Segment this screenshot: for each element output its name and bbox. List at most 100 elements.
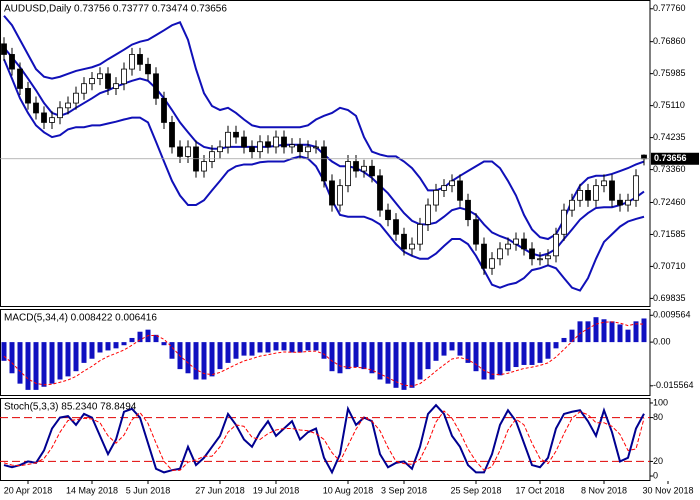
panel-title: Stoch(5,3,3) 85.2340 78.8494 bbox=[4, 402, 137, 413]
candle-body bbox=[385, 209, 391, 221]
candle-body bbox=[337, 185, 343, 206]
macd-bar bbox=[321, 342, 327, 359]
x-tick-label: 30 Nov 2018 bbox=[642, 485, 693, 495]
y-tick-label: 0.75985 bbox=[653, 68, 686, 78]
y-tick-label: 0.69835 bbox=[653, 293, 686, 303]
candle-body bbox=[377, 175, 383, 211]
macd-bar bbox=[401, 342, 407, 390]
macd-bar bbox=[313, 342, 319, 351]
macd-bar bbox=[249, 342, 255, 356]
y-tick-label: 0.71585 bbox=[653, 229, 686, 239]
candle-body bbox=[409, 243, 415, 250]
macd-bar bbox=[201, 342, 207, 380]
candle-body bbox=[601, 180, 607, 187]
candle-body bbox=[457, 180, 463, 201]
candle-body bbox=[497, 248, 503, 260]
macd-bar bbox=[153, 334, 159, 343]
macd-bar bbox=[393, 342, 399, 388]
candle-body bbox=[249, 146, 255, 153]
macd-bar bbox=[9, 342, 15, 374]
candle-body bbox=[545, 255, 551, 260]
candle-body bbox=[209, 151, 215, 162]
candle-body bbox=[257, 141, 263, 153]
macd-bar bbox=[161, 342, 167, 346]
macd-bar bbox=[185, 342, 191, 374]
candle-body bbox=[361, 165, 367, 172]
price-label: 0.73656 bbox=[654, 153, 687, 163]
y-tick-label: 20 bbox=[653, 456, 663, 466]
macd-bar bbox=[473, 342, 479, 372]
candle-body bbox=[73, 92, 79, 104]
candle-body bbox=[145, 63, 151, 75]
price-box bbox=[651, 152, 699, 165]
candle-body bbox=[233, 131, 239, 138]
macd-bar bbox=[537, 342, 543, 363]
macd-bar bbox=[97, 342, 103, 353]
candle-body bbox=[1, 43, 7, 55]
macd-bar bbox=[265, 342, 271, 353]
macd-bar bbox=[585, 321, 591, 343]
candle-body bbox=[505, 243, 511, 250]
panel-title: MACD(5,34,4) 0.008422 0.006416 bbox=[4, 313, 157, 324]
candle-body bbox=[345, 161, 351, 187]
y-tick-label: 0.73360 bbox=[653, 164, 686, 174]
candle-body bbox=[241, 136, 247, 148]
macd-bar bbox=[353, 342, 359, 368]
macd-bar bbox=[641, 318, 647, 343]
macd-bar bbox=[121, 342, 127, 346]
macd-bar bbox=[497, 342, 503, 376]
macd-bar bbox=[601, 319, 607, 343]
candle-body bbox=[521, 238, 527, 250]
candle-body bbox=[225, 131, 231, 148]
candle-body bbox=[481, 243, 487, 269]
macd-bar bbox=[329, 342, 335, 372]
candle-body bbox=[89, 78, 95, 85]
stoch-signal bbox=[3, 410, 645, 471]
x-tick-label: 14 May 2018 bbox=[66, 485, 118, 495]
y-tick-label: 0.77760 bbox=[653, 3, 686, 13]
macd-bar bbox=[425, 342, 431, 370]
macd-bar bbox=[529, 342, 535, 365]
candle-body bbox=[81, 83, 87, 94]
candle-body bbox=[641, 154, 647, 160]
macd-bar bbox=[345, 342, 351, 370]
x-tick-label: 3 Sep 2018 bbox=[381, 485, 427, 495]
macd-bar bbox=[465, 342, 471, 363]
candle-body bbox=[321, 146, 327, 182]
macd-bar bbox=[449, 342, 455, 351]
candle-body bbox=[161, 97, 167, 123]
panel-frame bbox=[0, 0, 651, 307]
candle-body bbox=[289, 144, 295, 148]
y-tick-label: 0.74235 bbox=[653, 132, 686, 142]
candle-body bbox=[513, 238, 519, 245]
candle-body bbox=[633, 175, 639, 201]
candle-body bbox=[297, 144, 303, 153]
macd-bar bbox=[489, 342, 495, 380]
macd-bar bbox=[409, 342, 415, 388]
y-tick-label: 0.76860 bbox=[653, 36, 686, 46]
macd-bar bbox=[513, 342, 519, 368]
macd-bar bbox=[625, 329, 631, 343]
macd-bar bbox=[49, 342, 55, 384]
candle-body bbox=[25, 88, 31, 104]
candle-body bbox=[353, 161, 359, 172]
candle-body bbox=[473, 219, 479, 245]
macd-bar bbox=[361, 342, 367, 370]
macd-bar bbox=[25, 342, 31, 390]
macd-bar bbox=[281, 342, 287, 351]
candle-body bbox=[305, 146, 311, 153]
macd-bar bbox=[337, 342, 343, 374]
x-tick-label: 20 Apr 2018 bbox=[4, 485, 53, 495]
macd-bar bbox=[113, 342, 119, 349]
candle-body bbox=[201, 161, 207, 172]
x-tick-label: 19 Jul 2018 bbox=[253, 485, 300, 495]
macd-signal bbox=[3, 321, 645, 387]
x-tick-label: 27 Jun 2018 bbox=[195, 485, 245, 495]
macd-bar bbox=[217, 342, 223, 370]
x-tick-label: 5 Jun 2018 bbox=[126, 485, 171, 495]
macd-bar bbox=[209, 342, 215, 377]
candle-body bbox=[97, 73, 103, 79]
candle-body bbox=[169, 122, 175, 148]
